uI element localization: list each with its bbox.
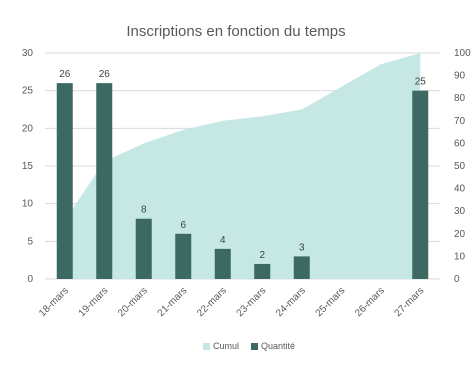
x-tick-label: 20-mars xyxy=(116,285,150,319)
x-tick-label: 24-mars xyxy=(274,285,308,319)
y-right-tick-label: 20 xyxy=(454,229,466,240)
y-left-tick-label: 25 xyxy=(22,86,34,97)
y-right-tick-label: 30 xyxy=(454,206,466,217)
bar-24-mars xyxy=(293,256,310,279)
y-axis-right: 0 10 20 30 40 50 60 70 80 90 100 xyxy=(454,48,471,285)
quantite-bar-series xyxy=(56,83,429,280)
data-label-23-mars: 2 xyxy=(259,250,265,261)
y-right-tick-label: 40 xyxy=(454,184,466,195)
y-left-tick-label: 30 xyxy=(22,48,34,59)
y-right-tick-label: 0 xyxy=(454,274,460,285)
y-left-tick-label: 20 xyxy=(22,123,34,134)
y-left-tick-label: 10 xyxy=(22,199,34,210)
y-right-tick-label: 60 xyxy=(454,138,466,149)
cumul-area xyxy=(64,53,421,279)
x-tick-label: 22-mars xyxy=(195,285,229,319)
data-label-27-mars: 25 xyxy=(415,77,427,88)
legend-label-Quantité: Quantité xyxy=(261,341,295,351)
y-right-tick-label: 70 xyxy=(454,116,466,127)
data-labels: 26 26 8 6 4 2 3 25 xyxy=(59,69,426,261)
data-label-20-mars: 8 xyxy=(141,205,147,216)
y-left-tick-label: 0 xyxy=(27,274,33,285)
bar-20-mars xyxy=(135,218,152,279)
x-axis: 18-mars 19-mars 20-mars 21-mars 22-mars 23-ma… xyxy=(37,285,426,319)
y-right-tick-label: 100 xyxy=(454,48,471,59)
y-right-tick-label: 50 xyxy=(454,161,466,172)
cumul-area-series xyxy=(64,53,421,279)
x-tick-label: 18-mars xyxy=(37,285,71,319)
x-tick-label: 26-mars xyxy=(353,285,387,319)
legend-label-Cumul: Cumul xyxy=(213,341,239,351)
data-label-21-mars: 6 xyxy=(180,220,186,231)
bar-22-mars xyxy=(214,248,231,279)
x-tick-label: 25-mars xyxy=(314,285,348,319)
data-label-19-mars: 26 xyxy=(99,69,111,80)
bar-21-mars xyxy=(175,233,192,279)
x-tick-label: 19-mars xyxy=(77,285,111,319)
x-tick-label: 23-mars xyxy=(235,285,269,319)
legend: Cumul Quantité xyxy=(203,341,295,351)
x-tick-label: 27-mars xyxy=(393,285,427,319)
bar-27-mars xyxy=(412,90,429,280)
y-axis-left: 0 5 10 15 20 25 30 xyxy=(22,48,34,285)
chart-title: Inscriptions en fonction du temps xyxy=(126,23,345,40)
legend-swatch-Quantité xyxy=(251,343,258,350)
data-label-24-mars: 3 xyxy=(299,242,305,253)
y-right-tick-label: 90 xyxy=(454,71,466,82)
y-left-tick-label: 5 xyxy=(27,236,33,247)
y-left-tick-label: 15 xyxy=(22,161,34,172)
y-right-tick-label: 10 xyxy=(454,251,466,262)
data-label-22-mars: 4 xyxy=(220,235,226,246)
x-tick-label: 21-mars xyxy=(156,285,190,319)
y-right-tick-label: 80 xyxy=(454,93,466,104)
bar-23-mars xyxy=(254,263,271,279)
legend-swatch-Cumul xyxy=(203,343,210,350)
bar-19-mars xyxy=(96,83,113,279)
data-label-18-mars: 26 xyxy=(59,69,71,80)
bar-18-mars xyxy=(56,83,73,279)
